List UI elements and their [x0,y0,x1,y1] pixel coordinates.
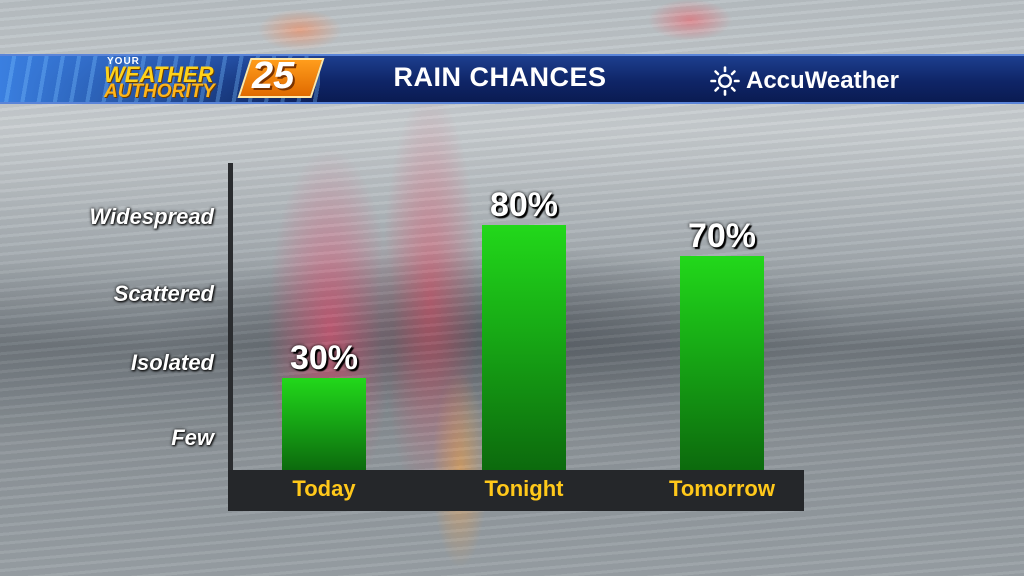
page-title: RAIN CHANCES [393,62,607,92]
sun-icon [710,66,740,96]
y-axis-line [228,163,233,511]
brand-name: AccuWeather [746,67,899,94]
bar-value-label: 30% [289,339,359,378]
y-category-label: Isolated [130,350,214,375]
x-category-label: Tomorrow [669,476,775,501]
accuweather-brand: AccuWeather [710,64,899,98]
bar-value-label: 80% [489,186,559,225]
bar-today [282,378,366,470]
x-category-label: Today [292,476,356,501]
station-logo: YOUR WEATHER AUTHORITY 25 [104,55,325,102]
bar-value-label: 70% [687,216,757,255]
logo-number: 25 [252,55,295,97]
bar-tonight [482,225,566,470]
logo-line-authority: AUTHORITY [104,81,215,102]
y-category-label: Scattered [113,281,214,306]
bar-tomorrow [680,255,764,470]
x-category-label: Tonight [484,476,564,501]
y-category-label: Few [171,425,214,450]
y-category-label: Widespread [89,204,214,229]
logo-line-weather: WEATHER [104,62,214,87]
logo-line-your: YOUR [107,56,140,67]
x-axis-band [228,470,804,511]
